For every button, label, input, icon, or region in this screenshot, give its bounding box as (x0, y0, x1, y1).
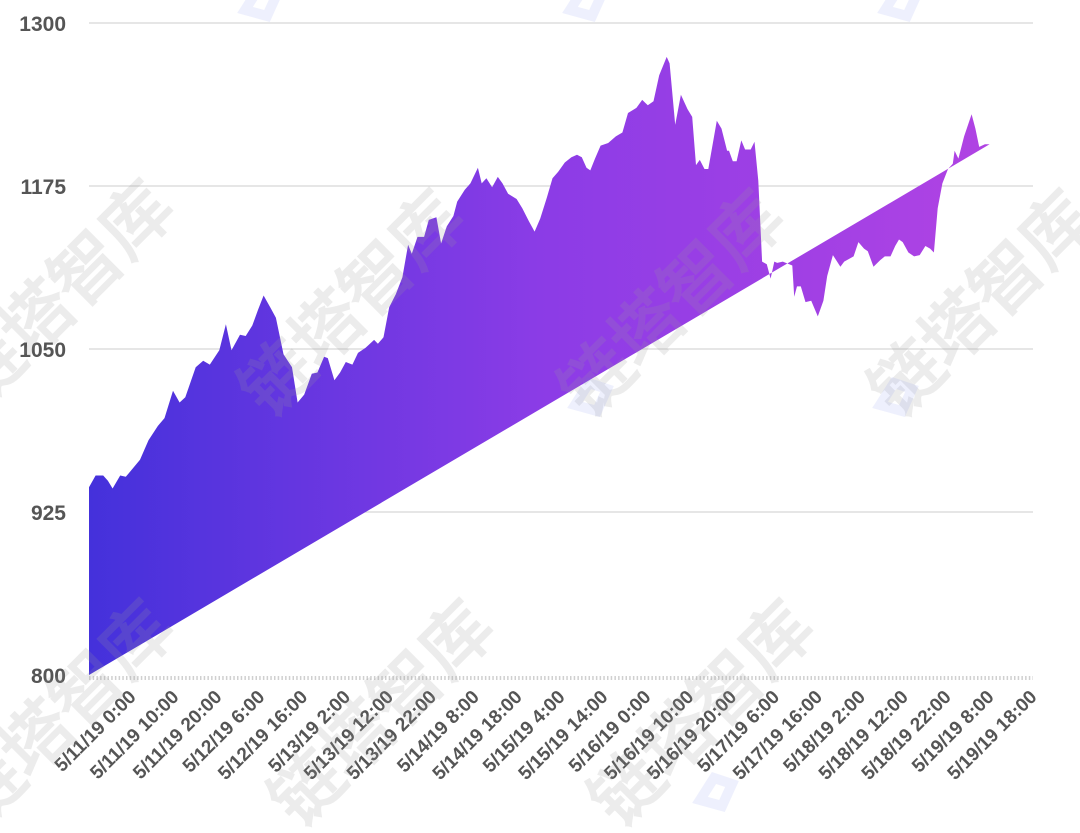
watermark-logo-icon (877, 0, 920, 22)
watermark-logo-icon (562, 0, 605, 22)
y-tick-label: 1300 (19, 13, 66, 36)
watermark-logo-icon (872, 377, 919, 417)
watermark-logo-icon (692, 772, 739, 812)
y-tick-label: 800 (31, 665, 66, 688)
y-tick-label: 925 (31, 502, 66, 525)
price-area-series (89, 56, 990, 675)
watermark-logo-icon (237, 0, 280, 22)
watermark-logo-icon (567, 377, 614, 417)
y-axis: 800 925 1050 1175 1300 (19, 13, 66, 688)
y-tick-label: 1050 (19, 339, 66, 362)
y-tick-label: 1175 (20, 176, 66, 199)
watermark-text: 链塔智库 (0, 166, 190, 422)
x-axis: 5/11/19 0:005/11/19 10:005/11/19 20:005/… (51, 687, 1041, 785)
